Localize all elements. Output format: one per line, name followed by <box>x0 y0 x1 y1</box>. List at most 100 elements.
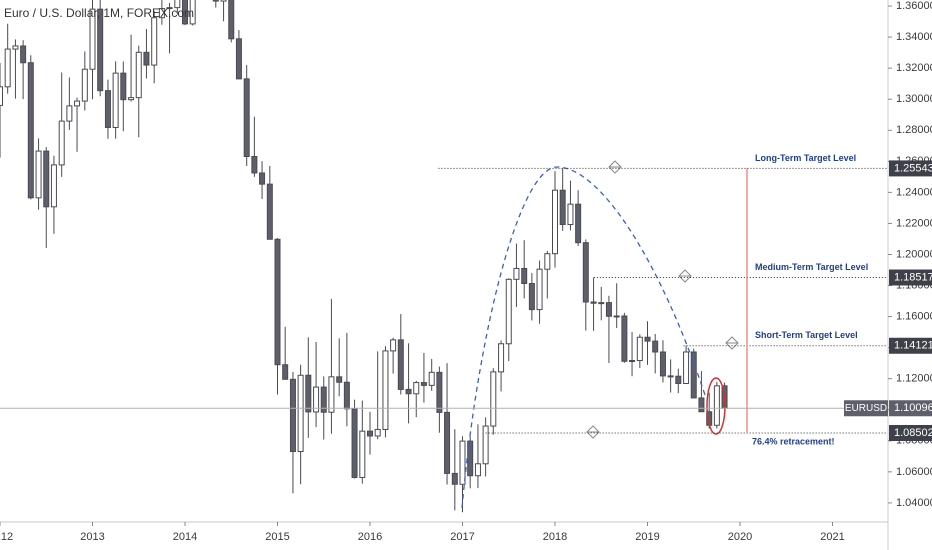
x-tick-label: 2019 <box>635 531 659 543</box>
candle-body <box>482 425 489 465</box>
candle-body <box>528 283 535 311</box>
candle-body <box>97 8 104 92</box>
candle-body <box>313 386 320 413</box>
x-tick-label: 2013 <box>80 531 104 543</box>
candle-body <box>212 0 219 2</box>
y-tick-label: 1.28000 <box>896 124 932 136</box>
candle-body <box>305 374 312 413</box>
candle-body <box>536 268 543 311</box>
candle-body <box>235 38 242 80</box>
candle-body <box>74 100 81 107</box>
x-tick-label: 2020 <box>728 531 752 543</box>
level-box <box>889 160 932 177</box>
candle-body <box>513 267 520 280</box>
drawings <box>438 160 888 509</box>
level-text: 76.4% retracement! <box>752 436 835 446</box>
candle-body <box>598 302 605 305</box>
candle-body <box>505 278 512 345</box>
candle-body <box>467 440 474 477</box>
candle-body <box>359 430 366 478</box>
candle-body <box>328 376 335 413</box>
candle-body <box>367 430 373 437</box>
candle-body <box>644 336 651 342</box>
candle-body <box>12 45 19 50</box>
candle-body <box>336 376 343 383</box>
candle-body <box>390 339 397 352</box>
x-tick-label: 2021 <box>820 531 844 543</box>
candle-body <box>675 375 682 385</box>
candle-body <box>590 301 597 304</box>
candle-body <box>605 302 612 317</box>
candles <box>0 0 728 513</box>
candle-body <box>289 378 296 453</box>
candle-body <box>120 72 127 101</box>
candle-body <box>413 382 420 395</box>
candle-body <box>690 351 697 399</box>
candle-body <box>490 371 497 427</box>
candle-body <box>50 164 57 208</box>
candle-body <box>259 172 266 185</box>
candle-body <box>4 48 11 88</box>
candle-body <box>43 150 50 208</box>
chart-title: Euro / U.S. Dollar, 1M, FOREX.com <box>4 6 194 20</box>
candle-body <box>636 336 643 362</box>
candle-body <box>629 360 636 363</box>
candle-body <box>282 364 289 380</box>
candle-body <box>552 189 558 255</box>
candle-body <box>659 351 666 377</box>
diamond <box>608 160 622 174</box>
candle-body <box>374 428 381 437</box>
candle-body <box>58 120 65 166</box>
candle-body <box>220 0 227 2</box>
candle-body <box>444 411 451 474</box>
level-value: 1.14121 <box>894 340 932 352</box>
price-box <box>889 400 932 417</box>
symbol-box <box>844 400 888 417</box>
candle-body <box>428 371 435 386</box>
y-tick-label: 1.30000 <box>896 93 932 105</box>
candle-body <box>436 371 443 413</box>
diamond <box>678 269 692 283</box>
candle-body <box>351 408 358 478</box>
candle-body <box>166 7 173 10</box>
symbol-label: EURUSD <box>845 403 887 414</box>
price-label: 1.10096 <box>894 402 932 414</box>
candle-body <box>382 350 389 430</box>
y-tick-label: 1.06000 <box>896 466 932 478</box>
y-tick-label: 1.36000 <box>896 0 932 12</box>
highlight-ellipse <box>706 377 726 435</box>
candle-body <box>182 0 188 25</box>
candle-body <box>582 242 589 303</box>
candle-body <box>498 343 505 373</box>
x-tick-label: 2015 <box>265 531 289 543</box>
diamond <box>586 425 600 439</box>
candle-body <box>189 0 196 25</box>
y-tick-label: 1.32000 <box>896 62 932 74</box>
candle-body <box>0 86 3 106</box>
candle-body <box>243 78 250 158</box>
candle-body <box>343 381 350 410</box>
x-tick-label: 12 <box>1 531 13 543</box>
x-tick-label: 2014 <box>173 531 197 543</box>
candle-body <box>683 351 690 385</box>
candle-body <box>474 463 481 477</box>
candle-body <box>20 45 27 64</box>
level-text: Short-Term Target Level <box>755 330 858 340</box>
level-value: 1.18517 <box>894 271 932 283</box>
arc <box>461 166 706 509</box>
candle-body <box>27 62 34 199</box>
level-text: Long-Term Target Level <box>755 153 856 163</box>
level-box <box>889 337 932 354</box>
candle-body <box>713 385 720 426</box>
candle-body <box>151 17 158 66</box>
candle-body <box>667 375 674 378</box>
x-tick-label: 2017 <box>450 531 474 543</box>
candle-body <box>81 68 88 102</box>
y-tick-label: 1.34000 <box>896 31 932 43</box>
y-tick-label: 1.22000 <box>896 217 932 229</box>
candle-body <box>297 374 304 453</box>
candle-body <box>451 472 458 485</box>
